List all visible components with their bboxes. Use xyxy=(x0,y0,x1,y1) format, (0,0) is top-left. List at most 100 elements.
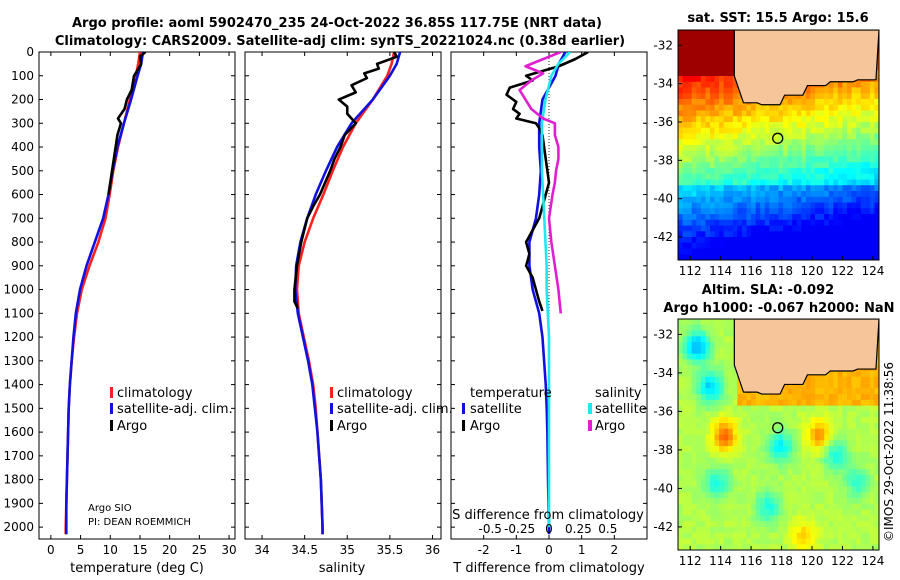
salinity-xlabel: salinity xyxy=(319,561,366,576)
heatmap-cell xyxy=(847,110,853,117)
heatmap-cell xyxy=(874,382,879,389)
heatmap-cell xyxy=(700,538,707,545)
heatmap-cell xyxy=(737,434,743,441)
heatmap-cell xyxy=(792,191,798,198)
heatmap-cell xyxy=(856,156,862,163)
heatmap-cell xyxy=(810,225,816,232)
heatmap-cell xyxy=(833,145,839,152)
heatmap-cell xyxy=(787,457,793,464)
heatmap-cell xyxy=(696,515,702,522)
heatmap-cell xyxy=(723,422,729,430)
heatmap-cell xyxy=(856,127,862,135)
heatmap-cell xyxy=(874,139,879,146)
heatmap-cell xyxy=(719,254,725,260)
heatmap-cell xyxy=(869,219,876,227)
heatmap-cell xyxy=(696,214,702,221)
heatmap-cell xyxy=(723,242,729,250)
heatmap-cell xyxy=(796,544,802,550)
heatmap-cell xyxy=(719,347,725,355)
heatmap-cell xyxy=(678,76,684,83)
heatmap-cell xyxy=(700,30,707,37)
heatmap-cell xyxy=(769,515,775,522)
heatmap-cell xyxy=(751,202,757,209)
legend-marker-s-argo xyxy=(588,420,592,431)
heatmap-cell xyxy=(796,446,802,453)
heatmap-cell xyxy=(678,41,684,48)
heatmap-cell xyxy=(796,509,802,516)
heatmap-cell xyxy=(678,208,684,215)
heatmap-cell xyxy=(847,446,853,453)
heatmap-cell xyxy=(833,440,839,447)
heatmap-cell xyxy=(732,139,738,146)
heatmap-cell xyxy=(869,503,876,511)
heatmap-cell xyxy=(824,162,830,169)
heatmap-cell xyxy=(824,248,830,255)
heatmap-cell xyxy=(751,150,757,158)
heatmap-cell xyxy=(810,521,816,528)
heatmap-cell xyxy=(819,382,825,389)
heatmap-cell xyxy=(691,451,697,459)
heatmap-cell xyxy=(714,81,720,89)
heatmap-cell xyxy=(792,469,798,476)
heatmap-cell xyxy=(842,532,848,540)
legend-marker-satellite xyxy=(110,403,113,414)
heatmap-cell xyxy=(792,162,798,169)
heatmap-cell xyxy=(737,110,743,117)
heatmap-cell xyxy=(723,440,729,447)
heatmap-cell xyxy=(682,428,688,436)
heatmap-cell xyxy=(792,434,798,441)
depth-tick-label: 1500 xyxy=(3,401,34,415)
heatmap-cell xyxy=(810,87,816,94)
heatmap-cell xyxy=(851,185,857,192)
heatmap-cell xyxy=(691,399,697,407)
heatmap-cell xyxy=(815,498,821,505)
heatmap-cell xyxy=(842,388,848,395)
heatmap-cell xyxy=(678,486,684,493)
heatmap-cell xyxy=(783,99,789,106)
heatmap-cell xyxy=(728,422,734,430)
heatmap-cell xyxy=(755,156,761,163)
heatmap-cell xyxy=(851,116,857,123)
heatmap-cell xyxy=(874,544,879,550)
heatmap-cell xyxy=(801,532,807,540)
heatmap-cell xyxy=(810,191,816,198)
heatmap-cell xyxy=(737,185,743,192)
heatmap-cell xyxy=(773,405,780,412)
heatmap-cell xyxy=(856,492,862,499)
heatmap-cell xyxy=(810,544,816,550)
heatmap-cell xyxy=(828,219,834,227)
heatmap-cell xyxy=(682,70,688,77)
heatmap-cell xyxy=(778,122,784,129)
heatmap-cell xyxy=(700,76,707,83)
heatmap-cell xyxy=(687,365,693,372)
heatmap-cell xyxy=(828,202,834,209)
heatmap-cell xyxy=(723,254,729,260)
heatmap-cell xyxy=(828,509,834,516)
heatmap-cell xyxy=(746,179,752,186)
heatmap-cell xyxy=(769,503,775,511)
heatmap-cell xyxy=(705,191,711,198)
heatmap-cell xyxy=(778,532,784,540)
heatmap-cell xyxy=(741,417,748,424)
heatmap-cell xyxy=(783,480,789,488)
heatmap-cell xyxy=(856,376,862,384)
heatmap-cell xyxy=(796,133,802,140)
lon-tick-label: 122 xyxy=(831,554,854,568)
heatmap-cell xyxy=(869,515,876,522)
heatmap-cell xyxy=(723,133,729,140)
heatmap-cell xyxy=(714,30,720,37)
heatmap-cell xyxy=(837,81,844,89)
heatmap-cell xyxy=(737,446,743,453)
heatmap-cell xyxy=(819,446,825,453)
heatmap-cell xyxy=(723,319,729,326)
heatmap-cell xyxy=(783,156,789,163)
heatmap-cell xyxy=(696,428,702,436)
heatmap-cell xyxy=(805,173,812,181)
heatmap-cell xyxy=(856,451,862,459)
heatmap-cell xyxy=(837,179,844,186)
heatmap-cell xyxy=(755,399,761,407)
heatmap-cell xyxy=(819,492,825,499)
heatmap-cell xyxy=(732,370,738,378)
heatmap-cell xyxy=(879,99,884,105)
heatmap-cell xyxy=(755,474,761,482)
